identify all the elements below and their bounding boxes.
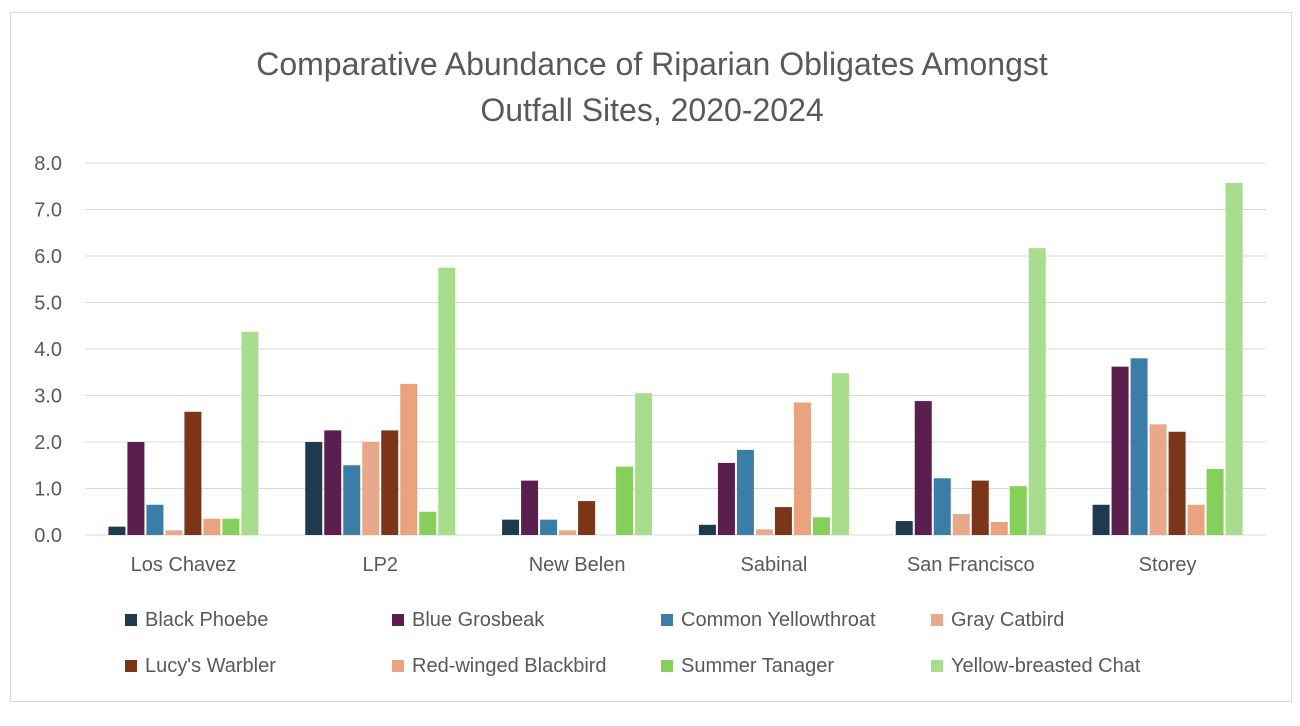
legend-swatch	[392, 614, 404, 626]
bar	[914, 401, 932, 535]
bar	[736, 449, 754, 535]
x-axis-ticks: Los Chavez LP2 New Belen Sabinal San Francis…	[131, 554, 1197, 576]
legend-label: Summer Tanager	[681, 655, 834, 677]
legend-label: Blue Grosbeak	[412, 609, 545, 631]
bar	[1149, 424, 1167, 535]
bar	[146, 504, 164, 535]
legend-swatch	[125, 660, 137, 672]
chart-title-line-1: Comparative Abundance of Riparian Obliga…	[256, 46, 1048, 82]
bar	[616, 466, 634, 535]
bar	[578, 501, 596, 535]
legend: Black Phoebe Blue Grosbeak Common Yellowth…	[125, 609, 1141, 677]
y-tick-label: 1.0	[34, 479, 62, 501]
bar	[793, 402, 811, 535]
bar	[1009, 486, 1027, 535]
bar	[419, 511, 437, 535]
x-tick-label: LP2	[362, 554, 398, 576]
legend-swatch	[661, 660, 673, 672]
bar	[990, 521, 1008, 535]
bar	[521, 480, 539, 535]
chart-frame: Comparative Abundance of Riparian Obliga…	[10, 12, 1292, 702]
bar	[1187, 504, 1205, 535]
legend-swatch	[661, 614, 673, 626]
x-tick-label: Sabinal	[741, 554, 808, 576]
x-tick-label: San Francisco	[907, 554, 1035, 576]
bar	[1130, 358, 1148, 535]
bar	[1028, 248, 1046, 535]
bar	[343, 465, 361, 535]
bar	[635, 393, 653, 535]
bar	[362, 442, 380, 535]
bar	[324, 430, 342, 535]
bar	[502, 519, 520, 535]
bar	[698, 524, 716, 535]
bar	[559, 530, 577, 535]
bar	[438, 267, 456, 535]
legend-label: Common Yellowthroat	[681, 609, 876, 631]
bar	[400, 383, 418, 535]
bar	[717, 462, 735, 535]
legend-label: Black Phoebe	[145, 609, 268, 631]
bar	[241, 331, 259, 535]
bar	[1092, 504, 1110, 535]
bar	[222, 518, 240, 535]
legend-swatch	[931, 660, 943, 672]
bar	[108, 526, 126, 535]
y-tick-label: 8.0	[34, 153, 62, 175]
bar	[774, 507, 792, 535]
legend-label: Yellow-breasted Chat	[951, 655, 1141, 677]
bar	[165, 530, 183, 535]
bar	[1206, 468, 1224, 535]
legend-label: Red-winged Blackbird	[412, 655, 607, 677]
bar	[971, 480, 989, 535]
y-axis-ticks: 0.0 1.0 2.0 3.0 4.0 5.0 6.0 7.0 8.0	[34, 153, 62, 547]
bar	[895, 521, 913, 535]
bar-chart-plot: 0.0 1.0 2.0 3.0 4.0 5.0 6.0 7.0 8.0 Los Chavez LP…	[34, 153, 1266, 677]
y-tick-label: 3.0	[34, 386, 62, 408]
legend-swatch	[392, 660, 404, 672]
legend-label: Lucy's Warbler	[145, 655, 276, 677]
bar	[127, 442, 145, 535]
bar	[831, 373, 849, 535]
y-tick-label: 2.0	[34, 432, 62, 454]
x-tick-label: New Belen	[529, 554, 626, 576]
chart-title-line-2: Outfall Sites, 2020-2024	[480, 92, 824, 128]
x-tick-label: Los Chavez	[131, 554, 237, 576]
x-tick-label: Storey	[1139, 554, 1197, 576]
bar	[381, 430, 399, 535]
bar	[184, 411, 202, 535]
y-tick-label: 5.0	[34, 293, 62, 315]
bar	[812, 517, 830, 535]
y-tick-label: 0.0	[34, 525, 62, 547]
bar	[933, 478, 951, 535]
y-tick-label: 4.0	[34, 339, 62, 361]
bar	[755, 529, 773, 535]
legend-swatch	[931, 614, 943, 626]
bar	[203, 518, 221, 535]
legend-label: Gray Catbird	[951, 609, 1064, 631]
bar	[952, 514, 970, 535]
chart-title: Comparative Abundance of Riparian Obliga…	[11, 41, 1293, 133]
bars	[108, 182, 1243, 535]
bar	[540, 519, 558, 535]
bar	[1225, 182, 1243, 535]
bar	[305, 442, 323, 535]
y-tick-label: 7.0	[34, 200, 62, 222]
bar	[1168, 431, 1186, 535]
y-tick-label: 6.0	[34, 246, 62, 268]
gridlines	[85, 162, 1266, 536]
bar	[1111, 366, 1129, 535]
legend-swatch	[125, 614, 137, 626]
